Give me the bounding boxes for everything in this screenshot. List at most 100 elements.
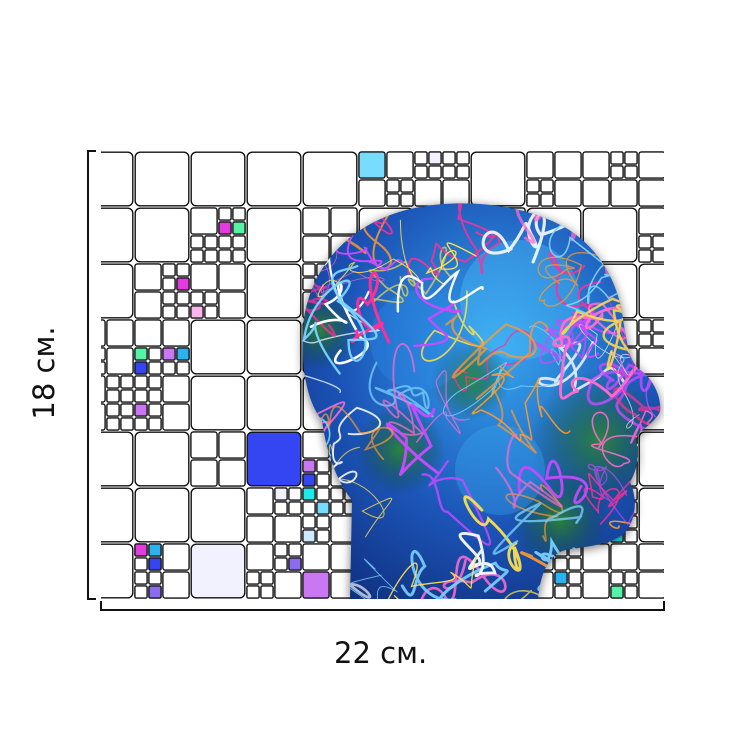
mosaic-tile: [288, 501, 302, 515]
mosaic-tile: [101, 263, 134, 319]
mosaic-tile: [638, 543, 664, 571]
mosaic-tile: [330, 501, 344, 515]
dimension-rulers: [87, 150, 665, 611]
mosaic-tile: [162, 375, 190, 403]
mosaic-tile: [610, 543, 638, 571]
mosaic-tile: [358, 151, 386, 179]
mosaic-tile: [624, 151, 638, 165]
mosaic-tile: [134, 431, 190, 487]
mosaic-tile: [316, 501, 330, 515]
head-silhouette: [302, 203, 661, 599]
mosaic-tile: [120, 403, 134, 417]
mosaic-tile: [667, 334, 679, 346]
mosaic-tile: [190, 319, 246, 375]
mosaic-tile: [162, 319, 190, 347]
mosaic-tile: [190, 459, 218, 487]
mosaic-tile: [638, 319, 652, 333]
mosaic-tile: [134, 291, 162, 319]
mosaic-tile: [610, 151, 624, 165]
mosaic-tile: [610, 571, 624, 585]
mosaic-tile: [246, 543, 274, 571]
mosaic-tile: [218, 263, 246, 291]
height-ruler: [87, 150, 96, 600]
mosaic-tile: [218, 291, 246, 319]
mosaic-tile: [218, 249, 232, 263]
mosaic-tile: [442, 151, 456, 165]
mosaic-tile: [302, 543, 330, 571]
mosaic-tile: [638, 207, 664, 235]
mosaic-tile: [302, 207, 330, 235]
mosaic-tile: [101, 431, 134, 487]
mosaic-tile: [218, 207, 232, 221]
mosaic-tile: [681, 320, 693, 332]
mosaic-tile: [148, 571, 162, 585]
mosaic-tile: [134, 263, 162, 291]
mosaic-tile: [638, 431, 664, 487]
mosaic-tile: [526, 193, 540, 207]
mosaic-tile: [246, 585, 260, 599]
mosaic-tile: [190, 249, 204, 263]
mosaic-tile: [134, 347, 148, 361]
mosaic-tile: [624, 165, 638, 179]
mosaic-tile: [638, 151, 664, 179]
mosaic-tile: [358, 179, 386, 207]
mosaic-tile: [204, 305, 218, 319]
mosaic-tile: [288, 487, 302, 501]
mosaic-tile: [106, 389, 120, 403]
mosaic-tile: [106, 347, 134, 375]
mosaic-tile: [101, 207, 134, 263]
mosaic-tile: [638, 249, 652, 263]
mosaic-tile: [554, 179, 582, 207]
mosaic-tile: [302, 487, 316, 501]
mosaic-tile: [106, 417, 120, 431]
mosaic-tile: [134, 151, 190, 207]
mosaic-tile: [302, 459, 316, 473]
mosaic-tile: [667, 544, 693, 570]
mosaic-tile: [400, 179, 414, 193]
mosaic-tile: [79, 348, 91, 360]
mosaic-tile: [134, 585, 148, 599]
mosaic-tile: [162, 543, 190, 571]
mosaic-tile: [274, 543, 288, 557]
mosaic-tile: [246, 571, 260, 585]
mosaic-tile: [526, 179, 540, 193]
mosaic-tile: [218, 221, 232, 235]
mosaic-tile: [681, 194, 693, 206]
width-dimension-label: 22 см.: [334, 636, 428, 670]
mosaic-tile: [101, 347, 106, 361]
mosaic-tile: [162, 403, 190, 431]
mosaic-tile: [101, 319, 106, 347]
mosaic-tile: [246, 431, 302, 487]
mosaic-tile: [190, 305, 204, 319]
mosaic-tile: [582, 207, 638, 263]
mosaic-tile: [246, 375, 302, 431]
mosaic-tile: [190, 207, 218, 235]
mosaic-tile: [232, 249, 246, 263]
mosaic-tile: [101, 375, 106, 403]
mosaic-tile: [554, 585, 568, 599]
mosaic-tile: [414, 165, 428, 179]
mosaic-tile: [162, 361, 176, 375]
mosaic-tile: [148, 557, 162, 571]
mosaic-tile: [218, 459, 246, 487]
mosaic-tile: [134, 557, 148, 571]
mosaic-tile: [274, 571, 302, 599]
mosaic-tile: [246, 151, 302, 207]
mosaic-tile: [442, 165, 456, 179]
mosaic-tile: [79, 362, 91, 374]
mosaic-tile: [302, 235, 330, 263]
mosaic-tile: [148, 347, 162, 361]
mosaic-tile: [190, 151, 246, 207]
mosaic-tile: [274, 557, 288, 571]
mosaic-tile: [316, 529, 330, 543]
mosaic-tile: [667, 572, 693, 598]
mosaic-tile: [120, 417, 134, 431]
mosaic-tile: [414, 151, 428, 165]
mosaic-tile: [134, 361, 148, 375]
mosaic-tile: [162, 277, 176, 291]
mosaic-tile: [302, 151, 358, 207]
mosaic-tile: [568, 571, 582, 585]
width-ruler: [100, 601, 665, 611]
mosaic-tile: [162, 571, 190, 599]
mosaic-tile: [162, 263, 176, 277]
